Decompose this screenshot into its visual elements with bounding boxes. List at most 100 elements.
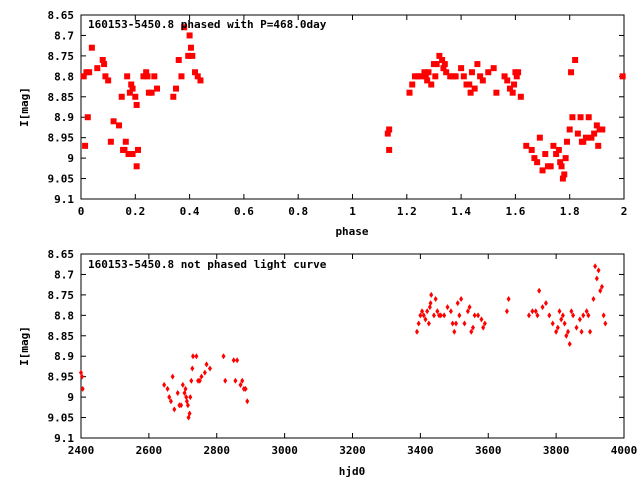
unphased-plot-xtick-label: 3600 (475, 444, 502, 457)
unphased-plot-data-point (467, 304, 472, 311)
unphased-plot-xtick-label: 2600 (136, 444, 163, 457)
phased-plot-data-point (386, 126, 393, 133)
unphased-plot-xtick-label: 2800 (204, 444, 231, 457)
phased-plot-ytick-label: 8.95 (48, 132, 75, 145)
phased-plot-data-point (101, 61, 108, 68)
unphased-plot-data-point (481, 324, 486, 331)
unphased-plot-data-point (540, 304, 545, 311)
phased-plot-data-point (124, 73, 131, 80)
phased-plot-xtick-label: 0 (78, 205, 85, 218)
phased-plot-xtick-label: 1.4 (451, 205, 471, 218)
phased-plot: 0 0.2 0.4 0.6 0.8 1 1.2 1.4 1.6 1.8 2 8.65 8.7 8.75 8.… (18, 9, 627, 238)
unphased-plot-data-point (569, 308, 574, 315)
phased-plot-data-point (515, 69, 522, 76)
unphased-plot-data-point (482, 320, 487, 327)
unphased-plot-data-point (577, 316, 582, 323)
unphased-plot-data-point (560, 312, 565, 319)
unphased-plot-data-point (506, 295, 511, 302)
unphased-plot-data-point (418, 312, 423, 319)
phased-plot-data-point (116, 122, 123, 129)
phased-plot-data-point (417, 73, 424, 80)
unphased-plot-data-point (599, 283, 604, 290)
unphased-plot-data-point (504, 308, 509, 315)
phased-plot-data-point (528, 146, 535, 153)
unphased-plot-data-point (462, 320, 467, 327)
unphased-plot-data-point (465, 308, 470, 315)
phased-plot-data-point (151, 73, 158, 80)
phased-plot-data-point (181, 24, 188, 31)
unphased-plot-data-point (543, 300, 548, 307)
unphased-plot-data-point (438, 312, 443, 319)
unphased-plot-data-point (603, 320, 608, 327)
unphased-plot-data-point (207, 365, 212, 372)
phased-plot-ytick-label: 9 (67, 152, 74, 165)
phased-plot-data-point (436, 52, 443, 59)
phased-plot-data-point (122, 138, 129, 145)
phased-plot-data-point (185, 52, 192, 59)
unphased-plot-data-point (162, 381, 167, 388)
unphased-plot-data-point (469, 328, 474, 335)
unphased-plot-xtick-label: 3400 (407, 444, 434, 457)
phased-plot-data-point (121, 146, 128, 153)
phased-plot-data-point (143, 69, 150, 76)
unphased-plot-data-point (442, 312, 447, 319)
phased-plot-data-point (105, 77, 112, 84)
phased-plot-data-point (424, 77, 431, 84)
phased-plot-data-point (192, 69, 199, 76)
phased-plot-data-point (118, 93, 125, 100)
unphased-plot-data-point (557, 308, 562, 315)
phased-plot-data-point (441, 61, 448, 68)
phased-plot-data-point (173, 85, 180, 92)
unphased-plot-data-point (555, 324, 560, 331)
phased-plot-data-point (568, 69, 575, 76)
unphased-plot-data-point (199, 373, 204, 380)
phased-plot-data-point (619, 73, 626, 80)
unphased-plot-data-point (584, 308, 589, 315)
phased-plot-data-point (406, 89, 413, 96)
unphased-plot-data-point (223, 377, 228, 384)
phased-plot-data-point (504, 77, 511, 84)
unphased-plot-data-point (429, 291, 434, 298)
phased-plot-data-point (468, 69, 475, 76)
unphased-plot-data-point (574, 324, 579, 331)
unphased-plot-data-point (476, 312, 481, 319)
phased-plot-xtick-label: 0.8 (288, 205, 308, 218)
unphased-plot-data-point (235, 357, 240, 364)
unphased-plot-data-point (183, 385, 188, 392)
unphased-plot-data-point (596, 267, 601, 274)
unphased-plot-data-point (588, 328, 593, 335)
phased-plot-data-point (572, 56, 579, 63)
unphased-plot-data-point (190, 365, 195, 372)
phased-plot-data-point (485, 69, 492, 76)
phased-plot-data-point (99, 56, 106, 63)
unphased-plot-data-point (202, 369, 207, 376)
unphased-plot-data-point (240, 377, 245, 384)
phased-plot-data-point (425, 69, 432, 76)
phased-plot-data-point (547, 163, 554, 170)
unphased-plot-data-point (189, 377, 194, 384)
phased-plot-data-point (595, 142, 602, 149)
phased-plot-ylabel: I[mag] (18, 87, 31, 127)
unphased-plot-data-point (435, 308, 440, 315)
unphased-plot-data-point (175, 390, 180, 397)
phased-plot-data-point (126, 89, 133, 96)
unphased-plot-data-point (197, 377, 202, 384)
phased-plot-data-point (585, 114, 592, 121)
phased-plot-data-point (148, 89, 155, 96)
phased-plot-data-point (599, 126, 606, 133)
unphased-plot-data-point (233, 377, 238, 384)
unphased-plot-data-point (431, 312, 436, 319)
phased-plot-data-point (574, 130, 581, 137)
unphased-plot-xtick-label: 3000 (271, 444, 298, 457)
phased-plot-data-point (477, 73, 484, 80)
phased-plot-data-point (133, 163, 140, 170)
phased-plot-ytick-label: 9.1 (54, 193, 74, 206)
phased-plot-data-point (170, 93, 177, 100)
phased-plot-data-point (189, 52, 196, 59)
unphased-plot-data-point (204, 361, 209, 368)
phased-plot-data-point (129, 151, 136, 158)
unphased-plot-data-point (425, 308, 430, 315)
phased-plot-xtick-label: 1 (349, 205, 356, 218)
unphased-plot-data-point (586, 312, 591, 319)
